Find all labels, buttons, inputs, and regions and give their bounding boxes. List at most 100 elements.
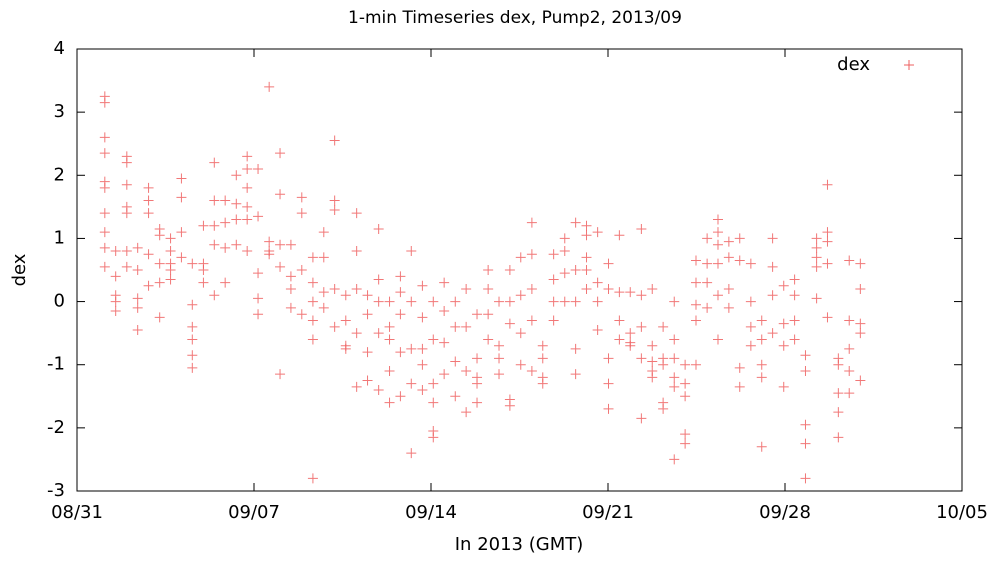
data-point — [110, 246, 121, 257]
data-point — [745, 340, 756, 351]
data-point — [99, 182, 110, 193]
data-point — [198, 265, 209, 275]
data-point — [307, 334, 318, 345]
data-point — [395, 391, 406, 402]
data-point — [515, 290, 526, 301]
data-point — [789, 334, 800, 345]
data-point — [110, 296, 121, 307]
data-point — [559, 296, 570, 307]
data-point — [395, 271, 406, 282]
data-point — [362, 347, 373, 358]
data-point — [472, 353, 483, 364]
data-point — [800, 350, 811, 361]
data-point — [264, 249, 275, 260]
data-point — [603, 353, 614, 364]
data-point — [581, 230, 592, 241]
data-point — [844, 255, 855, 266]
data-point — [559, 233, 570, 244]
data-point — [669, 454, 680, 465]
data-point — [548, 274, 559, 285]
data-point — [121, 261, 132, 272]
data-point — [242, 201, 253, 212]
data-point — [351, 246, 362, 257]
data-point — [647, 372, 658, 383]
data-point — [132, 302, 143, 313]
data-point — [570, 343, 581, 354]
data-point — [778, 340, 789, 351]
data-point — [855, 258, 866, 269]
data-point — [745, 258, 756, 269]
data-point — [592, 277, 603, 288]
data-point — [395, 287, 406, 298]
data-point — [307, 296, 318, 307]
data-point — [296, 309, 307, 320]
data-point — [723, 283, 734, 294]
data-point — [242, 246, 253, 257]
data-point — [723, 252, 734, 263]
data-point — [220, 217, 231, 228]
data-point — [494, 340, 505, 351]
data-point — [450, 321, 461, 332]
data-point — [483, 283, 494, 294]
data-point — [384, 366, 395, 377]
data-point — [285, 283, 296, 294]
data-point — [428, 378, 439, 389]
data-point — [110, 271, 121, 282]
x-tick-label: 09/28 — [759, 502, 811, 523]
data-point — [406, 378, 417, 389]
data-point — [307, 252, 318, 263]
data-point — [99, 97, 110, 108]
data-point — [581, 283, 592, 294]
data-point — [767, 328, 778, 339]
data-point — [340, 315, 351, 326]
data-point — [176, 252, 187, 263]
data-point — [187, 299, 198, 310]
data-point — [461, 407, 472, 418]
data-point — [548, 296, 559, 307]
data-point — [592, 296, 603, 307]
data-point — [702, 258, 713, 269]
data-point — [417, 384, 428, 395]
data-point — [833, 359, 844, 370]
data-point — [220, 277, 231, 288]
legend-marker — [904, 60, 914, 70]
data-point — [712, 227, 723, 238]
data-point — [242, 182, 253, 193]
data-point — [132, 265, 143, 275]
data-point — [800, 419, 811, 430]
data-point — [209, 220, 220, 231]
chart-title: 1-min Timeseries dex, Pump2, 2013/09 — [348, 8, 682, 28]
x-tick-label: 09/14 — [405, 502, 457, 523]
data-point — [231, 239, 242, 250]
y-tick-label: 1 — [54, 227, 65, 248]
data-point — [253, 211, 264, 222]
data-point — [285, 271, 296, 282]
data-point — [285, 302, 296, 313]
data-point — [745, 321, 756, 332]
data-point — [439, 369, 450, 380]
data-point — [603, 403, 614, 414]
data-point — [559, 268, 570, 279]
data-point — [494, 353, 505, 364]
data-point — [154, 277, 165, 288]
data-point — [526, 249, 537, 260]
data-point — [132, 293, 143, 304]
x-tick-label: 09/21 — [582, 502, 634, 523]
data-point — [811, 261, 822, 272]
data-point — [165, 233, 176, 244]
data-point — [811, 252, 822, 263]
data-point — [680, 359, 691, 370]
data-point — [680, 438, 691, 449]
data-point — [307, 473, 318, 484]
data-point — [647, 283, 658, 294]
data-point — [636, 353, 647, 364]
data-point — [384, 334, 395, 345]
data-point — [811, 293, 822, 304]
data-point — [253, 268, 264, 279]
data-point — [318, 302, 329, 313]
y-tick-label: 3 — [54, 101, 65, 122]
data-point — [296, 208, 307, 219]
data-point — [198, 277, 209, 288]
data-point — [99, 148, 110, 159]
